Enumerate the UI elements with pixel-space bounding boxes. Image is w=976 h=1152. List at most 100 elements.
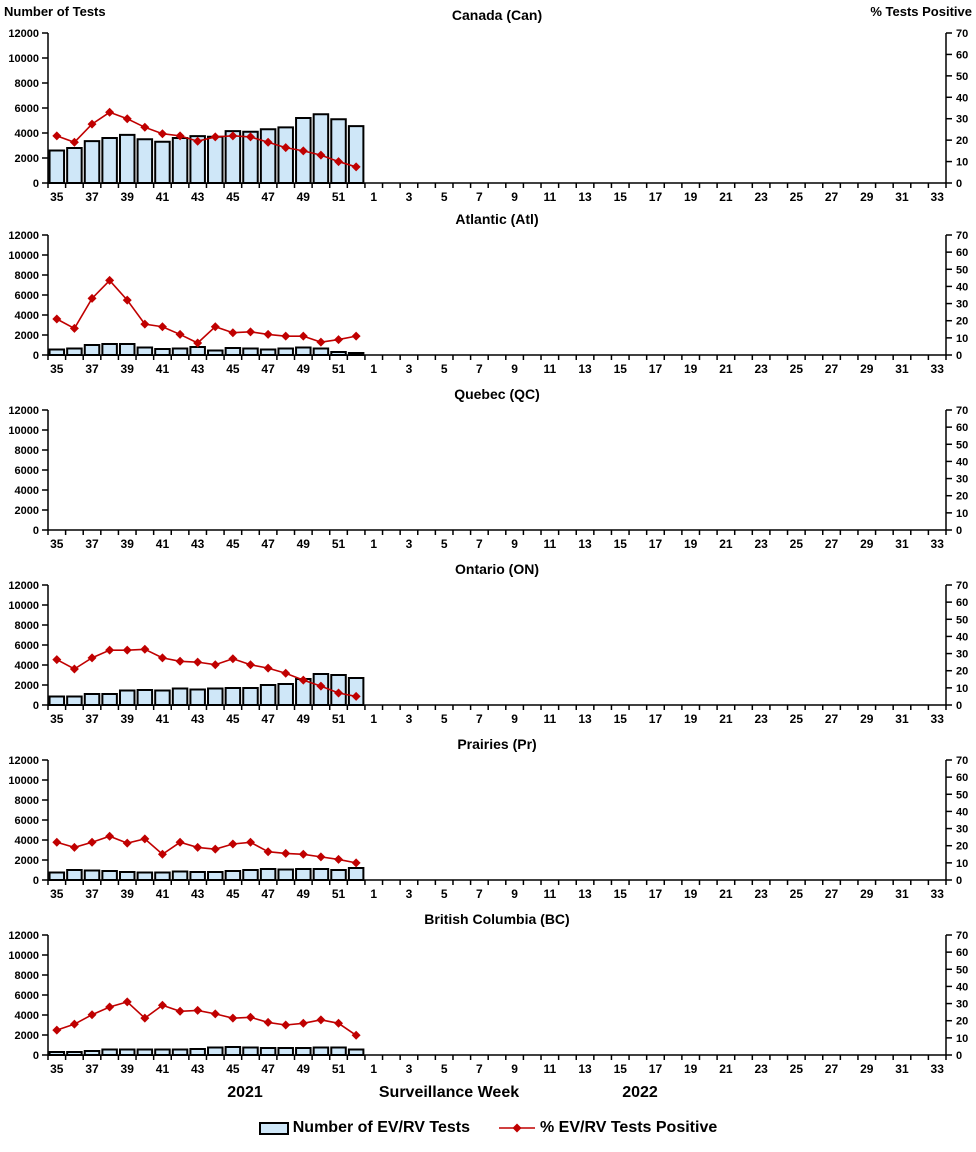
bar xyxy=(118,689,136,706)
legend: Number of EV/RV Tests % EV/RV Tests Posi… xyxy=(0,1112,976,1144)
svg-text:10: 10 xyxy=(956,508,968,520)
panel-title: Prairies (Pr) xyxy=(457,736,536,752)
bar xyxy=(224,347,242,356)
data-point-marker xyxy=(175,131,185,141)
bar xyxy=(224,687,242,706)
line-series xyxy=(52,644,361,701)
data-point-marker xyxy=(316,852,326,862)
data-point-marker xyxy=(122,295,132,305)
bar xyxy=(171,1048,189,1056)
svg-text:8000: 8000 xyxy=(15,445,39,457)
svg-text:30: 30 xyxy=(956,114,968,126)
panels-container: Number of Tests % Tests Positive Canada (C… xyxy=(0,4,976,1080)
svg-text:5: 5 xyxy=(441,887,448,901)
svg-text:7: 7 xyxy=(476,537,483,551)
bar xyxy=(154,140,171,184)
svg-text:9: 9 xyxy=(511,362,518,376)
svg-text:25: 25 xyxy=(790,712,804,726)
panel-chart: Ontario (ON) 0 2000 4000 6000 8000 10000 12000 0… xyxy=(8,561,968,726)
svg-text:21: 21 xyxy=(719,712,733,726)
bar xyxy=(259,348,277,356)
data-point-marker xyxy=(281,1020,291,1030)
svg-text:70: 70 xyxy=(956,28,968,40)
panel-ontario-on: Ontario (ON) 0 2000 4000 6000 8000 10000 12000 0… xyxy=(0,555,976,730)
data-point-marker xyxy=(316,337,326,347)
svg-text:50: 50 xyxy=(956,964,968,976)
svg-text:4000: 4000 xyxy=(15,310,39,322)
svg-text:27: 27 xyxy=(825,1062,839,1076)
svg-text:5: 5 xyxy=(441,362,448,376)
svg-text:23: 23 xyxy=(754,537,768,551)
data-point-marker xyxy=(193,338,203,348)
svg-text:43: 43 xyxy=(191,362,205,376)
data-point-marker xyxy=(334,688,344,698)
panel-chart: Atlantic (Atl)02000400060008000100001200… xyxy=(8,211,968,376)
data-point-marker xyxy=(69,664,79,674)
svg-text:20: 20 xyxy=(956,316,968,328)
svg-text:40: 40 xyxy=(956,92,968,104)
svg-text:47: 47 xyxy=(261,190,275,204)
data-point-marker xyxy=(228,328,238,338)
svg-text:50: 50 xyxy=(956,439,968,451)
svg-text:25: 25 xyxy=(790,537,804,551)
svg-text:31: 31 xyxy=(895,537,909,551)
svg-text:5: 5 xyxy=(441,537,448,551)
svg-text:33: 33 xyxy=(931,1062,945,1076)
line-series xyxy=(52,275,361,348)
svg-text:47: 47 xyxy=(261,537,275,551)
bar xyxy=(277,126,294,184)
svg-text:40: 40 xyxy=(956,981,968,993)
svg-text:6000: 6000 xyxy=(15,640,39,652)
legend-item-line: % EV/RV Tests Positive xyxy=(498,1119,717,1137)
data-point-marker xyxy=(228,131,238,141)
svg-text:2000: 2000 xyxy=(15,680,39,692)
svg-text:19: 19 xyxy=(684,537,698,551)
bar xyxy=(83,344,101,356)
left-axis-title: Number of Tests xyxy=(4,4,106,19)
svg-text:8000: 8000 xyxy=(15,78,39,90)
bar xyxy=(154,871,171,881)
svg-text:27: 27 xyxy=(825,537,839,551)
svg-text:27: 27 xyxy=(825,362,839,376)
svg-text:49: 49 xyxy=(297,362,311,376)
bar xyxy=(101,870,118,881)
svg-text:31: 31 xyxy=(895,362,909,376)
svg-text:33: 33 xyxy=(931,537,945,551)
svg-text:47: 47 xyxy=(261,887,275,901)
data-point-marker xyxy=(175,1006,185,1016)
svg-text:25: 25 xyxy=(790,1062,804,1076)
svg-text:15: 15 xyxy=(614,712,628,726)
svg-text:50: 50 xyxy=(956,71,968,83)
svg-text:35: 35 xyxy=(50,1062,64,1076)
svg-text:20: 20 xyxy=(956,841,968,853)
svg-text:29: 29 xyxy=(860,712,874,726)
bar xyxy=(347,125,365,184)
svg-text:8000: 8000 xyxy=(15,970,39,982)
data-point-marker xyxy=(334,854,344,864)
bar xyxy=(66,869,83,881)
panel-british-columbia-bc: British Columbia (BC) 0 2000 4000 6000 8000 10… xyxy=(0,905,976,1080)
line-series xyxy=(52,107,361,172)
data-point-marker xyxy=(140,834,150,844)
bar xyxy=(295,346,312,356)
data-point-marker xyxy=(87,119,97,129)
bar xyxy=(330,1046,347,1056)
svg-text:10000: 10000 xyxy=(8,950,39,962)
data-point-marker xyxy=(351,162,361,172)
svg-text:12000: 12000 xyxy=(8,230,39,242)
svg-text:39: 39 xyxy=(121,712,135,726)
svg-text:51: 51 xyxy=(332,362,346,376)
svg-text:4000: 4000 xyxy=(15,835,39,847)
svg-text:6000: 6000 xyxy=(15,465,39,477)
svg-text:6000: 6000 xyxy=(15,290,39,302)
svg-text:43: 43 xyxy=(191,887,205,901)
year-left-label: 2021 xyxy=(227,1084,263,1101)
svg-text:19: 19 xyxy=(684,190,698,204)
svg-text:70: 70 xyxy=(956,230,968,242)
data-point-marker xyxy=(228,1013,238,1023)
svg-text:3: 3 xyxy=(406,362,413,376)
data-point-marker xyxy=(52,655,62,665)
bar xyxy=(259,1047,277,1056)
svg-text:25: 25 xyxy=(790,362,804,376)
svg-text:45: 45 xyxy=(226,887,240,901)
